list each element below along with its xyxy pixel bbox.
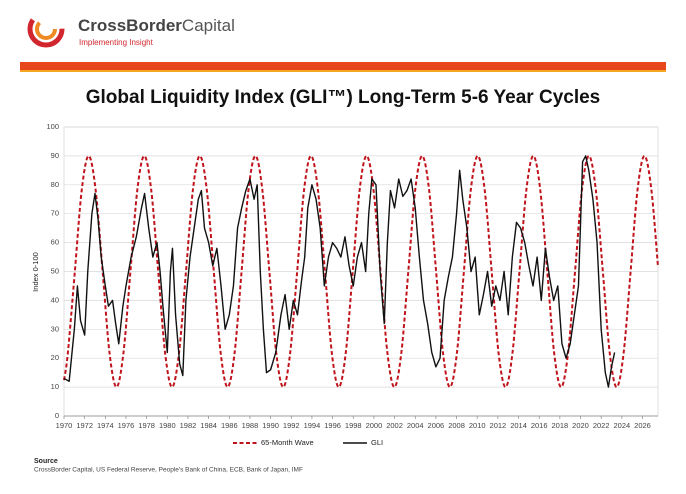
y-tick-label: 40 (51, 295, 59, 304)
logo-icon (27, 10, 65, 48)
y-tick-label: 90 (51, 151, 59, 160)
brand-light: Capital (182, 16, 235, 35)
x-tick-label: 2008 (448, 421, 465, 430)
x-tick-label: 2010 (469, 421, 486, 430)
series-line (63, 154, 659, 389)
x-tick-label: 1984 (200, 421, 217, 430)
x-tick-label: 2014 (510, 421, 527, 430)
x-tick-label: 1994 (304, 421, 321, 430)
header-bar-accent (20, 70, 666, 72)
source-text: CrossBorder Capital, US Federal Reserve,… (34, 467, 303, 474)
y-tick-label: 0 (55, 411, 59, 420)
x-tick-label: 2022 (593, 421, 610, 430)
x-tick-label: 2006 (428, 421, 445, 430)
x-tick-label: 2004 (407, 421, 424, 430)
x-tick-label: 1980 (159, 421, 176, 430)
x-tick-label: 1976 (118, 421, 135, 430)
logo-ring-inner (35, 18, 57, 40)
y-tick-label: 10 (51, 382, 59, 391)
x-tick-label: 1998 (345, 421, 362, 430)
x-tick-label: 2000 (366, 421, 383, 430)
y-tick-label: 30 (51, 324, 59, 333)
x-tick-label: 2020 (572, 421, 589, 430)
y-tick-label: 100 (46, 122, 59, 131)
x-tick-label: 1988 (242, 421, 259, 430)
x-tick-label: 2026 (634, 421, 651, 430)
brand-name: CrossBorderCapital (78, 16, 235, 35)
y-tick-label: 70 (51, 209, 59, 218)
source-title: Source (34, 458, 58, 465)
x-tick-label: 1972 (76, 421, 93, 430)
y-tick-label: 20 (51, 353, 59, 362)
x-tick-label: 2012 (490, 421, 507, 430)
brand-tagline: Implementing Insight (79, 38, 154, 47)
x-tick-label: 1986 (221, 421, 238, 430)
x-tick-label: 2018 (552, 421, 569, 430)
x-tick-label: 1990 (262, 421, 279, 430)
y-tick-label: 60 (51, 238, 59, 247)
y-axis-label: Index 0-100 (31, 252, 40, 292)
x-tick-label: 1996 (324, 421, 341, 430)
header-bar (20, 62, 666, 70)
legend-label: GLI (371, 438, 383, 447)
x-tick-label: 1978 (138, 421, 155, 430)
x-tick-label: 2016 (531, 421, 548, 430)
chart-title: Global Liquidity Index (GLI™) Long-Term … (86, 87, 601, 108)
y-tick-label: 80 (51, 180, 59, 189)
x-tick-label: 2024 (613, 421, 630, 430)
legend-label: 65-Month Wave (261, 438, 314, 447)
logo-ring (27, 10, 65, 48)
y-tick-label: 50 (51, 266, 59, 275)
series-line (63, 155, 616, 388)
brand-bold: CrossBorder (78, 16, 182, 35)
x-tick-label: 2002 (386, 421, 403, 430)
x-tick-label: 1982 (180, 421, 197, 430)
x-tick-label: 1970 (56, 421, 73, 430)
x-tick-label: 1992 (283, 421, 300, 430)
x-tick-label: 1974 (97, 421, 114, 430)
